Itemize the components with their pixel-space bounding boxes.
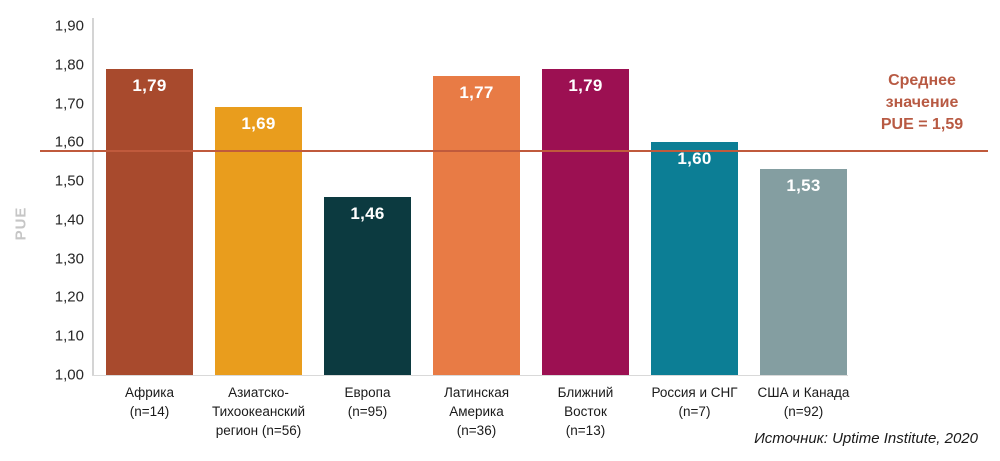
bar: 1,77 <box>433 76 520 375</box>
bar-value-label: 1,79 <box>132 75 167 95</box>
bar-value-label: 1,69 <box>241 114 276 134</box>
y-tick-label: 1,30 <box>54 250 84 268</box>
x-category-label: Россия и СНГ (n=7) <box>651 385 738 419</box>
y-tick-label: 1,70 <box>54 95 84 113</box>
average-line <box>40 150 988 153</box>
y-tick-label: 1,10 <box>54 327 84 345</box>
bar: 1,69 <box>215 107 302 375</box>
average-annotation-line3: PUE = 1,59 <box>880 116 964 133</box>
bar: 1,79 <box>542 68 629 375</box>
average-annotation-line2: значение <box>885 94 959 111</box>
x-category-label: Африка (n=14) <box>124 385 175 419</box>
y-tick-label: 1,60 <box>54 133 84 151</box>
bar-value-label: 1,77 <box>459 83 494 103</box>
y-tick-label: 1,00 <box>54 366 84 384</box>
x-category-label: Латинская Америка (n=36) <box>443 385 510 438</box>
y-tick-label: 1,20 <box>54 288 84 306</box>
bar: 1,79 <box>106 68 193 375</box>
bar-value-label: 1,46 <box>350 203 385 223</box>
x-category-label: Азиатско- Тихоокеанский регион (n=56) <box>211 385 306 438</box>
bar: 1,46 <box>324 196 411 375</box>
bar-value-label: 1,53 <box>786 176 821 196</box>
x-category-label: Европа (n=95) <box>344 385 391 419</box>
average-annotation: Среднее значение PUE = 1,59 <box>852 70 992 136</box>
x-axis-line <box>92 375 848 376</box>
bar-value-label: 1,79 <box>568 75 603 95</box>
x-category-label: Ближний Восток (n=13) <box>557 385 614 438</box>
x-category-label: США и Канада (n=92) <box>757 385 850 419</box>
y-tick-label: 1,80 <box>54 56 84 74</box>
y-axis-title: PUE <box>12 206 30 241</box>
y-tick-label: 1,90 <box>54 17 84 35</box>
average-annotation-line1: Среднее <box>888 72 956 89</box>
y-tick-label: 1,40 <box>54 211 84 229</box>
bar: 1,53 <box>760 169 847 375</box>
bar: 1,60 <box>651 142 738 375</box>
source-caption: Источник: Uptime Institute, 2020 <box>754 430 978 447</box>
y-tick-label: 1,50 <box>54 172 84 190</box>
y-axis-line <box>92 18 94 376</box>
bar-value-label: 1,60 <box>677 149 712 169</box>
